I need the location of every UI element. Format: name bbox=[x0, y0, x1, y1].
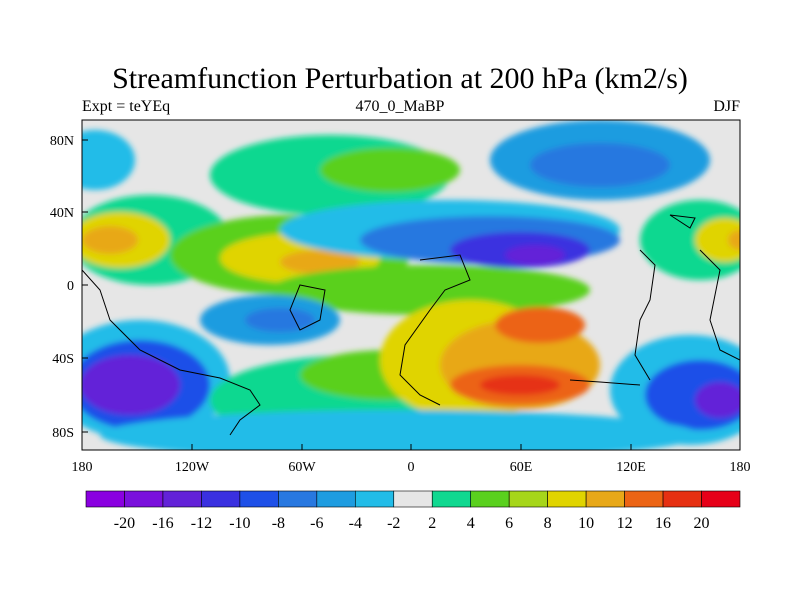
coastline-island bbox=[289, 284, 326, 331]
colorbar-swatch bbox=[278, 490, 318, 508]
coastline-west bbox=[82, 269, 261, 436]
colorbar-label: -8 bbox=[272, 515, 285, 532]
colorbar-label: -16 bbox=[152, 515, 173, 532]
contour-equator-high bbox=[270, 265, 590, 315]
contour-se-high-inner-a bbox=[495, 307, 585, 343]
lon-tick-label: 0 bbox=[408, 460, 415, 475]
lat-tick-label: 40S bbox=[52, 352, 74, 367]
coastlines bbox=[82, 214, 740, 436]
colorbar-label: 4 bbox=[467, 515, 475, 532]
colorbar-swatch bbox=[470, 490, 510, 508]
coastline-south bbox=[569, 379, 641, 386]
lon-tick-label: 180 bbox=[72, 460, 93, 475]
colorbar-label: 10 bbox=[578, 515, 594, 532]
colorbar-swatch bbox=[701, 490, 741, 508]
experiment-label: Expt = teYEq bbox=[82, 98, 171, 115]
coastline-ne bbox=[669, 214, 696, 229]
time-label: 470_0_MaBP bbox=[355, 98, 445, 115]
streamfunction-field bbox=[82, 120, 740, 450]
colorbar-swatch bbox=[624, 490, 664, 508]
contour-central-high-inner bbox=[280, 250, 360, 274]
contour-nw-low bbox=[82, 130, 135, 190]
lon-tick-label: 180 bbox=[730, 460, 751, 475]
colorbar-label: -20 bbox=[114, 515, 135, 532]
coastline-far-east bbox=[699, 249, 740, 361]
colorbar-swatch bbox=[239, 490, 279, 508]
colorbar-label: 20 bbox=[694, 515, 710, 532]
colorbar-swatch bbox=[162, 490, 202, 508]
colorbar-label: -4 bbox=[349, 515, 362, 532]
latitude-axis: 80N 40N 0 40S 80S bbox=[50, 134, 88, 441]
colorbar-swatch bbox=[393, 490, 433, 508]
contour-band-low-core bbox=[505, 245, 565, 265]
colorbar-swatch bbox=[547, 490, 587, 508]
plot-title: Streamfunction Perturbation at 200 hPa (… bbox=[112, 62, 688, 95]
contour-south-band-low bbox=[100, 410, 700, 450]
lon-tick-label: 120E bbox=[616, 460, 646, 475]
lon-tick-label: 120W bbox=[175, 460, 210, 475]
contour-se-high-core bbox=[480, 375, 560, 395]
contour-west-high-inner bbox=[82, 226, 138, 254]
colorbar-label: 16 bbox=[655, 515, 671, 532]
lon-tick-label: 60E bbox=[510, 460, 533, 475]
contour-north-high-inner bbox=[320, 148, 460, 192]
season-label: DJF bbox=[713, 98, 740, 115]
colorbar-swatch bbox=[354, 490, 395, 508]
colorbar-label: -6 bbox=[310, 515, 323, 532]
contour-sw-low-inner bbox=[82, 355, 180, 415]
colorbar-swatch bbox=[201, 490, 241, 508]
longitude-axis: 180 120W 60W 0 60E 120E 180 bbox=[72, 444, 751, 475]
contour-s-low-inner bbox=[245, 308, 315, 332]
colorbar-label: 2 bbox=[428, 515, 436, 532]
lat-tick-label: 40N bbox=[50, 206, 74, 221]
contour-ne-low-inner bbox=[530, 143, 670, 187]
lat-tick-label: 0 bbox=[67, 279, 74, 294]
colorbar: -20 -16 -12 -10 -8 -6 -4 -2 2 4 6 8 10 12 16 20 bbox=[85, 490, 741, 532]
lat-tick-label: 80S bbox=[52, 426, 74, 441]
lat-tick-label: 80N bbox=[50, 134, 74, 149]
coastline-africa bbox=[399, 254, 471, 406]
colorbar-swatch bbox=[316, 490, 356, 508]
lon-tick-label: 60W bbox=[288, 460, 316, 475]
coastline-east bbox=[634, 249, 656, 381]
colorbar-swatch bbox=[85, 490, 125, 508]
colorbar-label: 8 bbox=[544, 515, 552, 532]
colorbar-label: -12 bbox=[191, 515, 212, 532]
colorbar-swatch bbox=[508, 490, 548, 508]
colorbar-swatch bbox=[431, 490, 472, 508]
colorbar-swatch bbox=[662, 490, 702, 508]
colorbar-swatch bbox=[585, 490, 625, 508]
colorbar-label: 6 bbox=[505, 515, 513, 532]
colorbar-swatch bbox=[124, 490, 164, 508]
contour-east-high-core bbox=[728, 230, 740, 250]
contour-east-high-inner bbox=[695, 218, 740, 262]
colorbar-label: -10 bbox=[229, 515, 250, 532]
colorbar-label: -2 bbox=[387, 515, 400, 532]
contour-se-low-inner bbox=[695, 382, 740, 418]
colorbar-label: 12 bbox=[617, 515, 633, 532]
